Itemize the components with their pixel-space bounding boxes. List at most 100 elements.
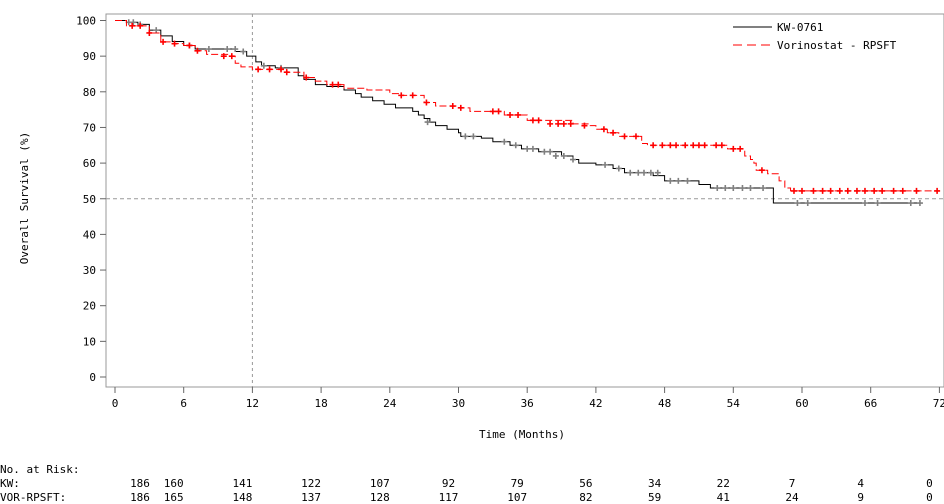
censor-mark-vor (560, 120, 567, 127)
y-tick-label: 100 (76, 15, 96, 28)
y-tick-label: 60 (83, 157, 96, 170)
x-tick-label: 66 (864, 397, 877, 410)
censor-mark-vor (535, 117, 542, 124)
at-risk-table: No. at Risk: KW: VOR-RPSFT: 186 160 141 122… (0, 463, 933, 504)
censor-mark-vor (335, 81, 342, 88)
censor-mark-vor (836, 187, 843, 194)
at-risk-header: No. at Risk: (0, 463, 79, 476)
x-tick-label: 54 (727, 397, 741, 410)
censor-mark-kw (512, 142, 519, 149)
censor-mark-kw (747, 185, 754, 192)
censor-mark-kw (547, 148, 554, 155)
censor-mark-kw (714, 185, 721, 192)
at-risk-value-vor: 107 (507, 491, 527, 504)
censor-mark-vor (650, 142, 657, 149)
censor-mark-vor (621, 133, 628, 140)
at-risk-value-kw: 160 (164, 477, 184, 490)
censor-mark-kw (794, 200, 801, 207)
censor-mark-vor (673, 142, 680, 149)
censor-mark-vor (844, 187, 851, 194)
censor-mark-kw (654, 169, 661, 176)
censor-mark-vor (160, 38, 167, 45)
censor-mark-vor (495, 108, 502, 115)
at-risk-label-kw: KW: (0, 477, 20, 490)
x-axis-label: Time (Months) (479, 428, 565, 441)
series-layer (115, 19, 941, 207)
censor-mark-kw (424, 119, 431, 126)
censor-mark-kw (501, 138, 508, 145)
censor-mark-vor (146, 29, 153, 36)
legend-label-vor: Vorinostat - RPSFT (777, 39, 897, 52)
censor-mark-vor (255, 66, 262, 73)
y-tick-label: 50 (83, 193, 96, 206)
censor-mark-kw (739, 185, 746, 192)
censor-mark-vor (667, 142, 674, 149)
censor-mark-vor (682, 142, 689, 149)
censor-mark-vor (489, 108, 496, 115)
at-risk-value-kw: 186 (130, 477, 150, 490)
x-tick-label: 18 (314, 397, 327, 410)
censor-mark-vor (266, 66, 273, 73)
censor-mark-kw (647, 169, 654, 176)
censor-mark-vor (913, 187, 920, 194)
censor-mark-kw (861, 200, 868, 207)
censor-mark-vor (819, 187, 826, 194)
censor-mark-vor (790, 187, 797, 194)
censor-mark-vor (507, 111, 514, 118)
censor-mark-kw (524, 145, 531, 152)
y-axis-label: Overall Survival (%) (18, 132, 31, 264)
censor-mark-kw (130, 19, 137, 26)
censor-mark-vor (730, 145, 737, 152)
censor-mark-kw (552, 152, 559, 159)
legend: KW-0761 Vorinostat - RPSFT (733, 21, 897, 52)
at-risk-value-kw: 107 (370, 477, 390, 490)
censor-mark-kw (615, 165, 622, 172)
x-tick-label: 42 (589, 397, 602, 410)
censor-mark-vor (610, 129, 617, 136)
censor-mark-vor (600, 126, 607, 133)
censor-mark-vor (690, 142, 697, 149)
x-tick-label: 60 (795, 397, 808, 410)
censor-mark-vor (701, 142, 708, 149)
at-risk-value-kw: 79 (511, 477, 524, 490)
censor-mark-vor (827, 187, 834, 194)
at-risk-value-kw: 122 (301, 477, 321, 490)
at-risk-value-kw: 22 (717, 477, 730, 490)
axes: 0 10 20 30 40 50 60 70 80 90 100 0 6 12 18 24 30 36 42 48 54… (76, 15, 944, 411)
censor-mark-kw (667, 177, 674, 184)
censor-mark-vor (713, 142, 720, 149)
censor-mark-vor (228, 53, 235, 60)
censor-mark-vor (695, 142, 702, 149)
at-risk-value-kw: 56 (579, 477, 592, 490)
censor-mark-vor (555, 120, 562, 127)
y-tick-label: 10 (83, 335, 96, 348)
censor-mark-kw (640, 169, 647, 176)
censor-mark-vor (129, 22, 136, 29)
legend-label-kw: KW-0761 (777, 21, 823, 34)
censor-mark-vor (423, 99, 430, 106)
censor-mark-kw (205, 46, 212, 53)
censor-mark-vor (632, 133, 639, 140)
censor-mark-vor (659, 142, 666, 149)
y-tick-label: 70 (83, 121, 96, 134)
censor-mark-kw (874, 200, 881, 207)
x-tick-label: 36 (521, 397, 534, 410)
censor-mark-vor (409, 92, 416, 99)
censor-mark-vor (515, 111, 522, 118)
y-tick-label: 80 (83, 86, 96, 99)
censor-mark-kw (916, 200, 923, 207)
censor-mark-kw (529, 145, 536, 152)
at-risk-value-kw: 0 (926, 477, 933, 490)
censor-mark-kw (560, 152, 567, 159)
at-risk-value-kw: 141 (232, 477, 252, 490)
censor-mark-kw (232, 46, 239, 53)
censor-mark-vor (853, 187, 860, 194)
censor-mark-vor (718, 142, 725, 149)
censor-mark-vor (398, 92, 405, 99)
censor-mark-vor (737, 145, 744, 152)
at-risk-value-vor: 59 (648, 491, 661, 504)
censor-mark-vor (799, 187, 805, 194)
censor-mark-vor (899, 187, 906, 194)
censor-mark-vor (934, 187, 941, 194)
